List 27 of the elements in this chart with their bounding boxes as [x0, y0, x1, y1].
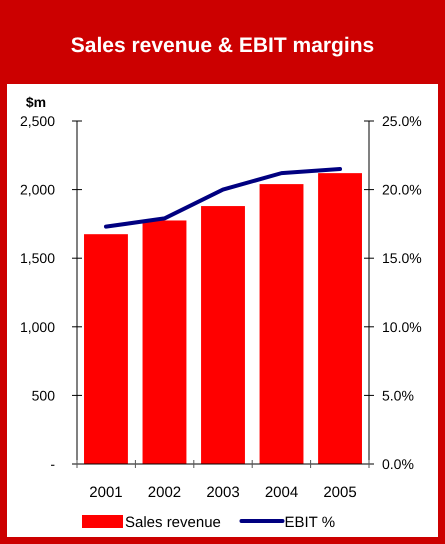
- y2-tick-label: 15.0%: [382, 250, 422, 266]
- bar: [201, 206, 245, 464]
- y2-tick-label: 25.0%: [382, 113, 422, 129]
- y2-tick-label: 5.0%: [382, 387, 414, 404]
- x-tick-label: 2003: [206, 484, 240, 501]
- line-series: [104, 167, 342, 229]
- y2-tick-label: 0.0%: [382, 456, 414, 472]
- legend-label: Sales revenue: [125, 514, 221, 531]
- y-tick-label: 2,000: [20, 182, 56, 198]
- y-tick-label: 2,500: [20, 113, 56, 129]
- y-tick-label: 500: [32, 387, 56, 404]
- bar: [318, 173, 362, 464]
- legend-label: EBIT %: [284, 514, 336, 531]
- y2-tick-label: 10.0%: [382, 318, 422, 335]
- y2-tick-label: 20.0%: [382, 182, 422, 198]
- chart-title: Sales revenue & EBIT margins: [70, 34, 374, 57]
- bar: [142, 220, 186, 464]
- x-tick-label: 2001: [89, 484, 123, 501]
- y-tick-label: 1,000: [20, 318, 56, 335]
- y-axis-title: $m: [26, 94, 46, 110]
- x-tick-label: 2002: [148, 484, 182, 501]
- x-tick-label: 2004: [264, 484, 298, 501]
- y-tick-label: 1,500: [20, 250, 56, 266]
- x-tick-label: 2005: [323, 484, 357, 501]
- y-tick-label: -: [50, 456, 56, 472]
- bar: [260, 184, 304, 464]
- bar: [84, 234, 128, 464]
